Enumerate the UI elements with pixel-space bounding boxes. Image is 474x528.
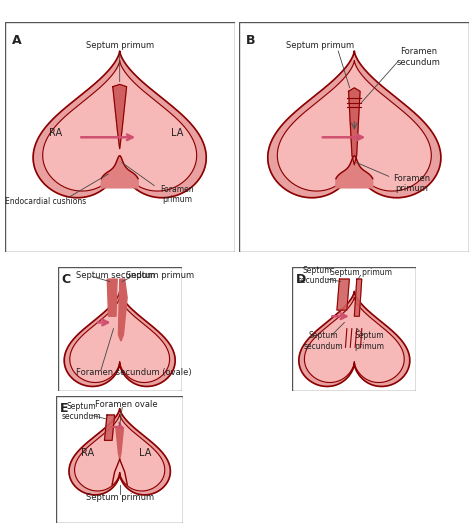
Text: A: A [12, 34, 21, 47]
Text: B: B [246, 34, 256, 47]
Polygon shape [336, 156, 373, 188]
Polygon shape [337, 279, 349, 310]
Text: Septum primum: Septum primum [86, 493, 154, 502]
Text: LA: LA [171, 128, 183, 138]
Text: Septum
secundum: Septum secundum [62, 401, 101, 421]
Text: LA: LA [139, 448, 151, 458]
Polygon shape [64, 291, 175, 386]
Text: Septum primum: Septum primum [126, 271, 194, 280]
Text: Septum primum: Septum primum [286, 41, 354, 50]
Polygon shape [268, 51, 441, 198]
Text: Septum
primum: Septum primum [354, 332, 384, 351]
FancyBboxPatch shape [239, 22, 469, 252]
Polygon shape [118, 279, 127, 341]
Polygon shape [101, 156, 138, 188]
Text: RA: RA [49, 128, 62, 138]
Polygon shape [74, 414, 165, 491]
Text: Septum
secundum: Septum secundum [297, 266, 337, 285]
Polygon shape [104, 415, 115, 440]
Text: Septum primum: Septum primum [86, 41, 154, 50]
FancyBboxPatch shape [56, 396, 183, 523]
Polygon shape [107, 279, 117, 316]
Text: Endocardial cushions: Endocardial cushions [6, 197, 87, 206]
Text: RA: RA [82, 448, 95, 458]
Polygon shape [113, 84, 127, 149]
FancyBboxPatch shape [292, 267, 416, 391]
Polygon shape [348, 88, 360, 165]
Polygon shape [69, 409, 170, 495]
FancyBboxPatch shape [58, 267, 182, 391]
Text: Foramen
primum: Foramen primum [160, 185, 194, 204]
Polygon shape [304, 297, 404, 383]
Polygon shape [43, 61, 197, 191]
FancyBboxPatch shape [5, 22, 235, 252]
Polygon shape [277, 61, 431, 191]
Text: Foramen
primum: Foramen primum [393, 174, 430, 193]
Text: C: C [61, 273, 71, 286]
Text: Foramen
secundum: Foramen secundum [397, 47, 441, 67]
Text: Foramen ovale: Foramen ovale [95, 400, 157, 409]
Text: E: E [60, 402, 69, 416]
Text: D: D [296, 273, 306, 286]
Polygon shape [116, 425, 124, 459]
Text: Septum
secundum: Septum secundum [303, 332, 343, 351]
Polygon shape [299, 291, 410, 386]
Polygon shape [33, 51, 206, 198]
Polygon shape [355, 279, 362, 316]
Text: Foramen secundum (ovale): Foramen secundum (ovale) [76, 367, 192, 376]
Text: Septum primum: Septum primum [329, 268, 392, 277]
Text: Septum secundum: Septum secundum [76, 271, 155, 280]
Polygon shape [70, 297, 170, 383]
